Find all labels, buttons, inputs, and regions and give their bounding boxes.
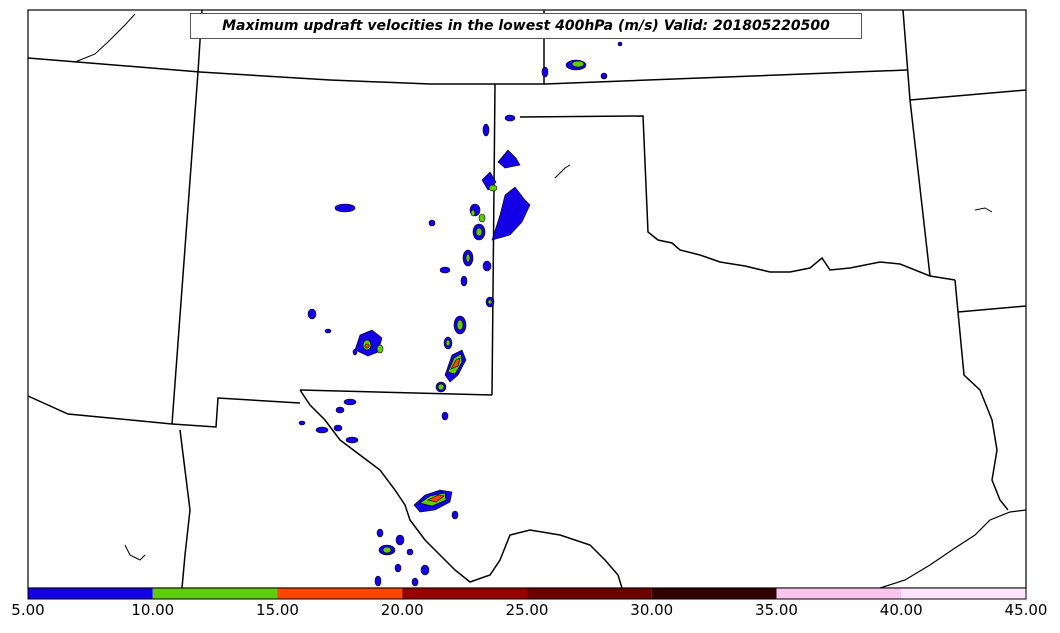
updraft-cell xyxy=(441,411,449,421)
updraft-cell xyxy=(335,406,345,414)
colorbar-tick-label: 30.00 xyxy=(630,601,674,619)
updraft-cell xyxy=(382,546,392,554)
updraft-cell xyxy=(343,398,357,406)
colorbar-bin-6 xyxy=(776,588,902,599)
colorbar-tick-label: 45.00 xyxy=(1004,601,1048,619)
updraft-cell xyxy=(451,510,459,520)
map-frame xyxy=(27,9,1027,589)
colorbar-bin-5 xyxy=(651,588,777,599)
colorbar-tick-label: 10.00 xyxy=(131,601,175,619)
colorbar-border xyxy=(27,587,1027,600)
colorbar-bin-7 xyxy=(901,588,1026,599)
border-ar-la xyxy=(957,305,1027,313)
state-borders xyxy=(27,9,1027,589)
colorbar-tick-label: 25.00 xyxy=(505,601,549,619)
map-title: Maximum updraft velocities in the lowest… xyxy=(190,13,862,39)
colorbar-tick-label: 40.00 xyxy=(879,601,923,619)
updraft-cell xyxy=(450,357,461,370)
updraft-cell xyxy=(411,577,419,587)
border-ks-mo xyxy=(909,89,1027,101)
colorbar-bin-2 xyxy=(277,588,403,599)
border-rio-grande xyxy=(299,389,623,589)
colorbar-bin-1 xyxy=(152,588,278,599)
border-tx-panhandle-top xyxy=(519,115,956,281)
border-tx-east xyxy=(954,279,1009,511)
updraft-cell xyxy=(482,260,492,272)
colorbar-bin-3 xyxy=(402,588,527,599)
updraft-cell xyxy=(364,343,370,349)
colorbar-tick-label: 15.00 xyxy=(256,601,299,619)
updraft-cell xyxy=(497,149,521,169)
updraft-cell xyxy=(487,299,493,305)
border-tx-panhandle-west xyxy=(299,389,493,396)
updraft-cell xyxy=(488,184,498,192)
colorbar xyxy=(27,587,1027,600)
colorbar-bin-4 xyxy=(527,588,652,599)
updraft-cell xyxy=(298,420,306,426)
updraft-cell xyxy=(439,266,451,274)
updraft-cell xyxy=(482,123,490,137)
updraft-cell xyxy=(460,275,468,287)
updraft-cell xyxy=(334,203,356,213)
updraft-cell xyxy=(394,563,402,573)
updraft-cell xyxy=(406,548,414,556)
border-az-nm xyxy=(27,395,173,425)
lake-outline-4 xyxy=(554,164,571,179)
updraft-cell xyxy=(456,319,464,331)
updraft-cell xyxy=(324,328,332,334)
border-nm-south xyxy=(171,397,301,428)
colorbar-tick-label: 35.00 xyxy=(755,601,798,619)
updraft-cell xyxy=(376,344,384,354)
updraft-cell xyxy=(374,575,382,587)
updraft-cell xyxy=(571,60,585,68)
colorbar-tick-label: 20.00 xyxy=(380,601,424,619)
updraft-cell xyxy=(376,528,384,538)
updraft-cell xyxy=(470,209,476,217)
updraft-cell xyxy=(345,436,359,444)
border-co-ks-north xyxy=(27,57,908,85)
updraft-cell xyxy=(504,114,516,122)
updraft-cell xyxy=(475,227,483,237)
lake-outline-2 xyxy=(124,544,146,561)
updraft-cell xyxy=(491,186,531,241)
updraft-cell xyxy=(307,308,317,320)
updraft-cell xyxy=(478,213,486,223)
updraft-cell xyxy=(427,494,445,503)
updraft-cell xyxy=(600,72,608,80)
border-mexico-west xyxy=(179,429,191,589)
lake-outline xyxy=(74,13,136,63)
lake-outline-3 xyxy=(974,207,993,213)
colorbar-tick-label: 5.00 xyxy=(11,601,45,619)
updraft-cell xyxy=(420,564,430,576)
updraft-cell xyxy=(352,348,358,356)
updraft-cell xyxy=(437,383,445,391)
updraft-cell xyxy=(465,253,471,263)
updraft-cell xyxy=(315,426,329,434)
colorbar-bin-0 xyxy=(28,588,153,599)
updraft-cell xyxy=(617,41,623,47)
updraft-cell xyxy=(445,339,451,347)
updraft-cells xyxy=(298,41,623,587)
updraft-cell xyxy=(395,534,405,546)
updraft-cell xyxy=(333,424,343,432)
gulf-coastline xyxy=(879,509,1027,589)
updraft-cell xyxy=(541,66,549,78)
updraft-cell xyxy=(428,219,436,227)
